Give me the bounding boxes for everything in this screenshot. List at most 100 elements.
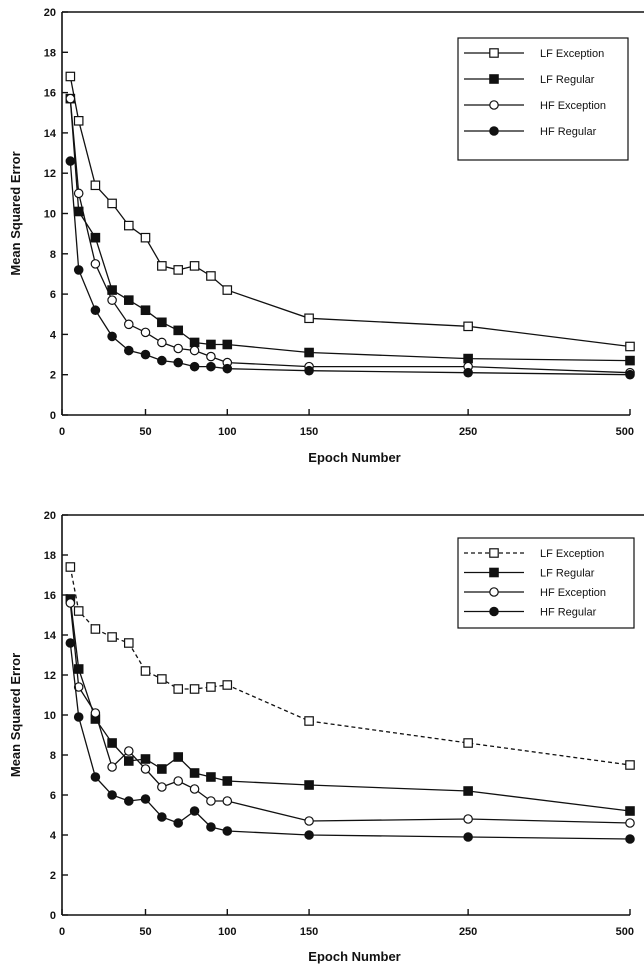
data-point xyxy=(189,806,200,816)
y-tick-label: 14 xyxy=(44,630,57,642)
data-point xyxy=(625,818,635,828)
data-point xyxy=(157,261,167,271)
data-point xyxy=(304,365,314,376)
data-point xyxy=(73,116,84,126)
data-point xyxy=(90,232,101,243)
x-tick-label: 250 xyxy=(459,426,477,438)
legend-marker xyxy=(489,548,499,558)
y-tick-label: 10 xyxy=(44,209,56,221)
data-point xyxy=(463,353,473,364)
data-point xyxy=(140,764,151,774)
legend-label: LF Exception xyxy=(540,48,604,60)
y-tick-label: 0 xyxy=(50,410,56,422)
data-point xyxy=(65,93,76,104)
data-point xyxy=(173,357,184,368)
legend-label: LF Regular xyxy=(540,568,595,580)
data-point xyxy=(189,337,200,348)
legend: LF Exception LF Regular HF Exception HF Reg… xyxy=(457,37,629,161)
legend-label: LF Regular xyxy=(540,74,595,86)
data-point xyxy=(90,772,101,782)
data-point xyxy=(463,738,473,748)
data-point xyxy=(90,708,101,718)
data-point xyxy=(463,367,473,378)
data-point xyxy=(73,712,84,722)
data-point xyxy=(90,624,101,634)
series-line xyxy=(69,642,631,840)
x-axis-title: Epoch Number xyxy=(308,450,400,465)
data-point xyxy=(173,684,184,694)
data-point xyxy=(73,265,84,275)
data-point xyxy=(206,796,216,806)
data-point xyxy=(157,337,167,348)
series-line xyxy=(69,98,631,362)
x-tick-label: 0 xyxy=(59,426,65,438)
data-point xyxy=(123,220,134,231)
data-point xyxy=(157,674,167,684)
data-point xyxy=(304,347,314,358)
data-point xyxy=(157,812,167,822)
data-point xyxy=(625,806,635,816)
data-point xyxy=(140,349,151,360)
data-point xyxy=(189,345,200,356)
data-point xyxy=(65,71,76,82)
data-point xyxy=(625,355,635,366)
legend-marker xyxy=(489,587,499,597)
data-point xyxy=(463,786,473,796)
legend-label: HF Regular xyxy=(540,607,597,619)
data-point xyxy=(123,638,134,648)
series-hf-exception xyxy=(65,93,635,378)
data-point xyxy=(157,782,167,792)
data-point xyxy=(173,325,184,336)
data-point xyxy=(157,355,167,366)
legend-box xyxy=(457,37,629,161)
data-point xyxy=(107,198,117,209)
data-point xyxy=(65,638,76,648)
data-point xyxy=(107,762,117,772)
data-point xyxy=(304,780,314,790)
y-tick-label: 8 xyxy=(50,249,56,261)
y-axis-title: Mean Squared Error xyxy=(8,653,23,777)
series-hf-regular xyxy=(65,156,635,380)
chart-bottom: 0 2 4 6 8 10 12 14 16 18 20 0 50 100 150 250 500 Epoch Nu… xyxy=(8,510,644,964)
data-point xyxy=(222,363,233,374)
data-point xyxy=(189,261,200,271)
data-point xyxy=(222,680,233,690)
x-tick-label: 500 xyxy=(616,926,634,938)
y-tick-label: 16 xyxy=(44,88,56,100)
data-point xyxy=(65,562,76,572)
data-point xyxy=(206,361,216,372)
chart-top: 0 2 4 6 8 10 12 14 16 18 20 0 50 100 150 250 500 Epoch Nu… xyxy=(8,7,644,465)
y-tick-label: 20 xyxy=(44,7,56,19)
x-tick-label: 150 xyxy=(300,926,318,938)
legend-label: HF Regular xyxy=(540,126,597,138)
data-point xyxy=(107,331,117,342)
x-tick-label: 100 xyxy=(218,426,236,438)
data-point xyxy=(123,345,134,356)
y-tick-label: 20 xyxy=(44,510,56,522)
data-point xyxy=(157,764,167,774)
data-point xyxy=(189,768,200,778)
data-point xyxy=(189,684,200,694)
y-axis-title: Mean Squared Error xyxy=(8,151,23,275)
data-point xyxy=(625,760,635,770)
data-point xyxy=(73,606,84,616)
data-point xyxy=(90,305,101,316)
y-tick-label: 0 xyxy=(50,910,56,922)
y-tick-label: 4 xyxy=(50,830,57,842)
data-point xyxy=(222,285,233,295)
data-point xyxy=(107,738,117,748)
y-tick-label: 16 xyxy=(44,590,56,602)
data-point xyxy=(73,682,84,692)
data-point xyxy=(107,295,117,305)
legend-label: HF Exception xyxy=(540,100,606,112)
legend-marker xyxy=(489,100,499,110)
y-tick-label: 18 xyxy=(44,550,56,562)
data-point xyxy=(189,361,200,372)
data-point xyxy=(173,343,184,354)
data-point xyxy=(625,834,635,844)
data-point xyxy=(123,746,134,756)
x-tick-label: 100 xyxy=(218,926,236,938)
data-point xyxy=(65,156,76,166)
y-tick-label: 10 xyxy=(44,710,56,722)
series-line xyxy=(69,602,631,824)
